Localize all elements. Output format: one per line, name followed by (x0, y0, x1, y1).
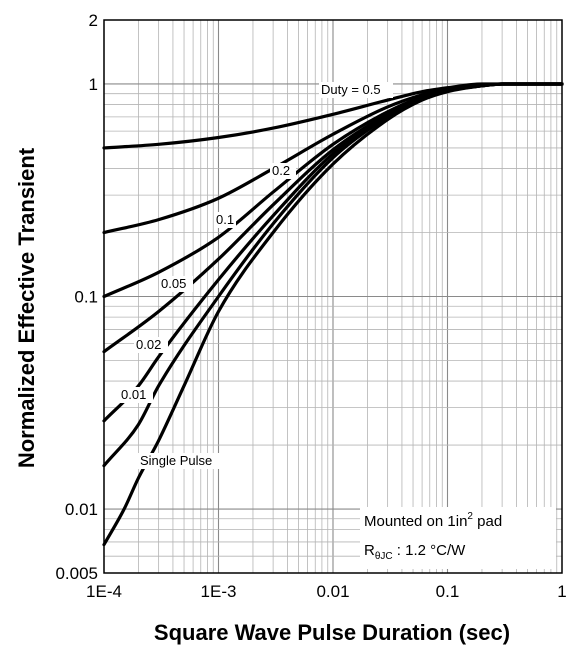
y-axis-title: Normalized Effective Transient (14, 147, 39, 468)
y-tick-label: 2 (89, 11, 98, 30)
y-tick-label: 0.005 (55, 564, 98, 583)
tick-labels: 1E-4 1E-3 0.01 0.1 1 0.005 0.01 0.1 1 2 (55, 11, 566, 601)
curve-label-backdrop (159, 276, 193, 292)
curve-label: 0.1 (216, 212, 234, 227)
curve-label-backdrop (270, 163, 296, 179)
annotation-line-2: RθJC : 1.2 °C/W (364, 542, 466, 562)
annotation-line-2-tail: : 1.2 °C/W (393, 542, 467, 559)
curve-label-backdrop (319, 82, 393, 98)
x-tick-label: 1E-3 (201, 582, 237, 601)
x-tick-label: 0.1 (436, 582, 460, 601)
curve-label-backdrop (214, 212, 236, 228)
curve-label: Duty = 0.5 (321, 82, 381, 97)
plot-frame (103, 19, 563, 574)
x-tick-label: 1E-4 (86, 582, 122, 601)
curve-label: 0.05 (161, 276, 186, 291)
annotation-line-1-main: Mounted on 1in (364, 513, 467, 530)
annotation-backdrop (360, 507, 556, 569)
annotation-line-2-main: R (364, 542, 375, 559)
y-tick-label: 1 (89, 75, 98, 94)
x-tick-label: 1 (557, 582, 566, 601)
mounting-annotation: Mounted on 1in2 pad RθJC : 1.2 °C/W (360, 507, 556, 569)
curve-label-backdrop (119, 387, 153, 403)
curve-label: 0.01 (121, 387, 146, 402)
curve-labels: Duty = 0.5 0.2 0.1 0.05 0.02 0.01 Single Pulse (119, 82, 393, 469)
curve-label: 0.2 (272, 163, 290, 178)
curve-label-backdrop (134, 337, 168, 353)
y-tick-label: 0.01 (65, 500, 98, 519)
x-axis-title: Square Wave Pulse Duration (sec) (154, 620, 510, 645)
curve-label-backdrop (138, 453, 234, 469)
annotation-line-1-sup: 2 (467, 511, 473, 522)
y-tick-label: 0.1 (74, 288, 98, 307)
curve-label: Single Pulse (140, 453, 212, 468)
x-tick-label: 0.01 (316, 582, 349, 601)
curve-label: 0.02 (136, 337, 161, 352)
annotation-line-1: Mounted on 1in2 pad (364, 511, 502, 530)
annotation-line-2-sub: θJC (375, 551, 393, 562)
annotation-line-1-tail: pad (473, 513, 502, 530)
